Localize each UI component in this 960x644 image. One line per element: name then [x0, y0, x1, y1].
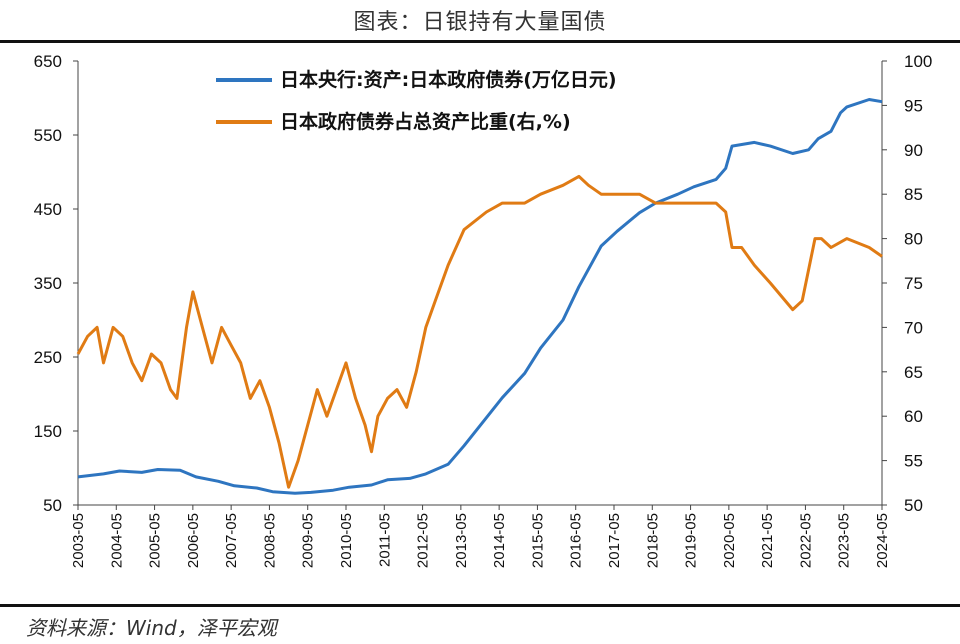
series-layer: [76, 98, 883, 495]
top-rule: [0, 40, 960, 43]
axes: 50 150 250 350 450 550 650 50 55 60 65 70 75 80 85 90 95…: [34, 52, 933, 568]
y-right-tick-label: 65: [904, 363, 923, 382]
x-tick-label: 2017-05: [606, 513, 623, 568]
x-tick-label: 2003-05: [70, 513, 87, 568]
y-right-tick-label: 50: [904, 496, 923, 515]
x-tick-label: 2019-05: [683, 513, 700, 568]
y-right-tick-label: 60: [904, 407, 923, 426]
x-tick-label: 2013-05: [453, 513, 470, 568]
y-left-tick-label: 150: [34, 422, 62, 441]
page-title: 图表：日银持有大量国债: [353, 10, 607, 35]
x-tick-label: 2015-05: [529, 513, 546, 568]
x-tick-label: 2016-05: [568, 513, 585, 568]
x-tick-label: 2006-05: [185, 513, 202, 568]
x-tick-label: 2009-05: [300, 513, 317, 568]
bottom-rule: [0, 604, 960, 607]
x-tick-label: 2004-05: [108, 513, 125, 568]
x-tick-label: 2011-05: [376, 513, 393, 567]
x-tick-label: 2007-05: [223, 513, 240, 568]
legend-label-2: 日本政府债券占总资产比重(右,%): [280, 110, 571, 133]
x-tick-label: 2022-05: [797, 513, 814, 568]
x-tick-label: 2012-05: [415, 513, 432, 568]
legend: 日本央行:资产:日本政府债券(万亿日元) 日本政府债券占总资产比重(右,%): [216, 68, 617, 133]
x-tick-label: 2014-05: [491, 513, 508, 568]
x-tick-label: 2024-05: [874, 513, 891, 568]
y-left-tick-label: 450: [34, 200, 62, 219]
x-tick-label: 2020-05: [721, 513, 738, 568]
y-left-tick-label: 550: [34, 126, 62, 145]
y-right-tick-label: 85: [904, 185, 923, 204]
source-note: 资料来源：Wind，泽平宏观: [26, 616, 277, 640]
x-tick-label: 2008-05: [261, 513, 278, 568]
x-tick-label: 2023-05: [836, 513, 853, 568]
y-left-tick-label: 650: [34, 52, 62, 71]
legend-label-1: 日本央行:资产:日本政府债券(万亿日元): [280, 68, 617, 91]
series-line-2: [76, 174, 883, 489]
y-right-tick-label: 95: [904, 96, 923, 115]
y-left-tick-label: 350: [34, 274, 62, 293]
x-tick-label: 2021-05: [759, 513, 776, 568]
y-left-tick-label: 250: [34, 348, 62, 367]
x-tick-label: 2005-05: [147, 513, 164, 568]
y-right-tick-label: 80: [904, 230, 923, 249]
y-left-tick-label: 50: [43, 496, 62, 515]
y-right-tick-label: 70: [904, 318, 923, 337]
series-line-1: [77, 98, 883, 495]
x-tick-label: 2010-05: [338, 513, 355, 568]
y-right-tick-label: 55: [904, 452, 923, 471]
y-right-tick-label: 75: [904, 274, 923, 293]
y-right-tick-label: 100: [904, 52, 932, 71]
y-right-tick-label: 90: [904, 141, 923, 160]
x-tick-label: 2018-05: [644, 513, 661, 568]
